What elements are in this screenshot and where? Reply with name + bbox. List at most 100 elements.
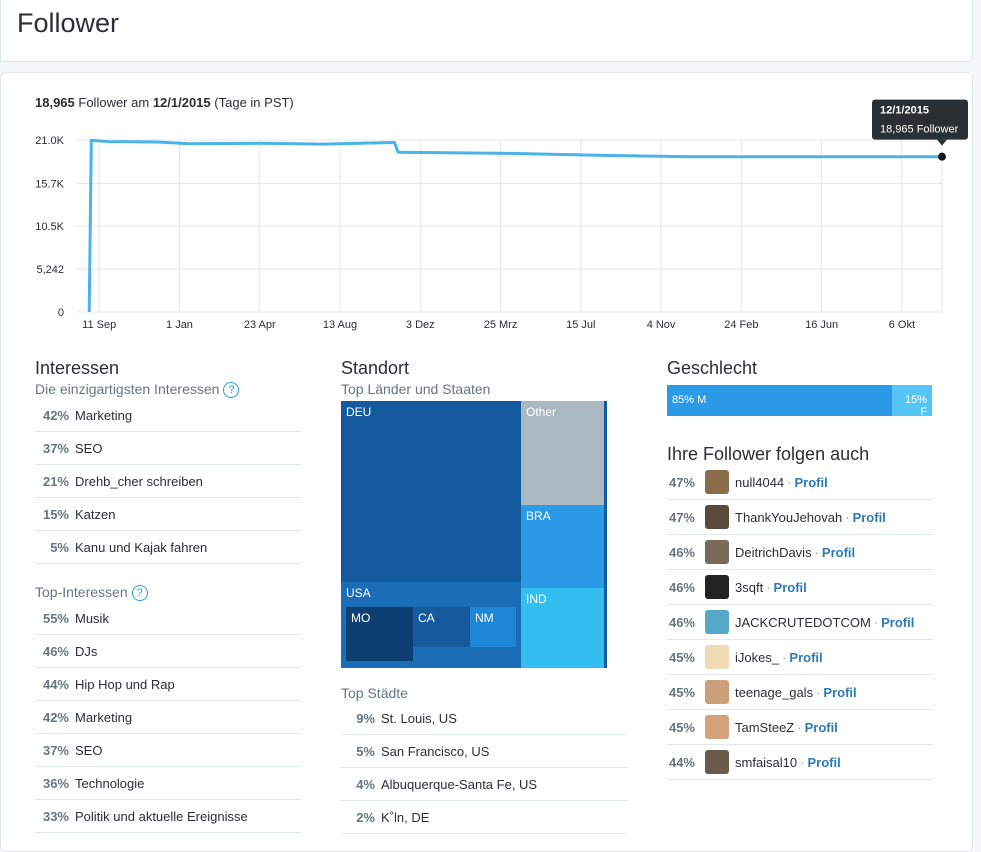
city-row: 5% San Francisco, US — [341, 735, 627, 768]
y-tick-label: 5,242 — [36, 264, 64, 276]
interests-title: Interessen — [35, 358, 120, 378]
treemap-label: BRA — [526, 509, 551, 523]
profile-link[interactable]: Profil — [807, 754, 841, 770]
top-interests-subtitle: Top-Interessen? — [35, 584, 148, 602]
row-percent: 55% — [42, 610, 69, 626]
follower-summary: 18,965 Follower am 12/1/2015 (Tage in PS… — [35, 95, 294, 110]
avatar[interactable] — [705, 540, 729, 564]
treemap-label: NM — [475, 611, 494, 625]
profile-link[interactable]: Profil — [804, 719, 838, 735]
treemap-label: CA — [418, 611, 435, 625]
treemap-cell-nm[interactable]: NM — [470, 607, 516, 647]
separator-dot: · — [845, 509, 850, 525]
treemap-cell-ind[interactable]: IND — [521, 588, 604, 668]
treemap-cell-bra[interactable]: BRA — [521, 505, 604, 588]
treemap-label: IND — [526, 592, 547, 606]
city-row: 2% K˚ln, DE — [341, 801, 627, 834]
also-follow-row: 45% iJokes_ · Profil — [667, 640, 933, 675]
top-interests-list: 55% Musik 46% DJs 44% Hip Hop und Rap 42% Marke… — [35, 602, 301, 833]
interest-row: 15% Katzen — [35, 498, 301, 531]
also-follow-title: Ihre Follower folgen auch — [667, 444, 870, 464]
also-follow-row: 45% TamSteeZ · Profil — [667, 710, 933, 745]
separator-dot: · — [816, 684, 821, 700]
treemap-cell-ca[interactable]: CA — [413, 607, 470, 647]
row-percent: 15% — [42, 506, 69, 522]
avatar[interactable] — [705, 505, 729, 529]
top-interest-row: 55% Musik — [35, 602, 301, 635]
account-name: ThankYouJehovah — [735, 509, 843, 525]
row-percent: 46% — [668, 614, 695, 630]
y-tick-label: 0 — [58, 307, 64, 319]
gender-title: Geschlecht — [667, 358, 758, 378]
also-follow-row: 47% null4044 · Profil — [667, 465, 933, 500]
separator-dot: · — [873, 614, 879, 630]
location-treemap: DEU USA MO CA NM Other BRA IND — [341, 401, 607, 668]
interests-subtitle-text: Die einzigartigsten Interessen — [35, 381, 220, 397]
summary-tz: (Tage in PST) — [214, 95, 294, 110]
profile-link[interactable]: Profil — [881, 614, 915, 630]
tooltip-date: 12/1/2015 — [880, 105, 929, 117]
interest-row: 42% Marketing — [35, 399, 301, 432]
also-follow-row: 45% teenage_gals · Profil — [667, 675, 933, 710]
avatar[interactable] — [705, 750, 729, 774]
city-row: 9% St. Louis, US — [341, 702, 627, 735]
tooltip-box — [872, 99, 968, 140]
top-interest-row: 33% Politik und aktuelle Ereignisse — [35, 800, 301, 833]
profile-link[interactable]: Profil — [794, 474, 828, 490]
x-tick-label: 4 Nov — [647, 319, 676, 331]
tooltip-value: 18,965 Follower — [880, 124, 959, 136]
treemap-cell-deu[interactable]: DEU — [341, 401, 521, 582]
profile-link[interactable]: Profil — [852, 509, 886, 525]
account-name: smfaisal10 — [735, 754, 798, 770]
y-tick-label: 10.5K — [35, 221, 64, 233]
row-label: Albuquerque-Santa Fe, US — [381, 776, 538, 792]
row-label: Katzen — [75, 506, 116, 522]
avatar[interactable] — [705, 715, 729, 739]
avatar[interactable] — [705, 680, 729, 704]
treemap-label: USA — [346, 586, 371, 600]
treemap-cell-mo[interactable]: MO — [346, 607, 413, 661]
avatar[interactable] — [705, 645, 729, 669]
interest-row: 5% Kanu und Kajak fahren — [35, 531, 301, 564]
account-name: DeitrichDavis — [735, 544, 812, 560]
also-follow-row: 46% JACKCRUTEDOTCOM · Profil — [667, 605, 933, 640]
profile-link[interactable]: Profil — [823, 684, 857, 700]
account-name: 3sqft — [735, 579, 764, 595]
y-tick-label: 21.0K — [35, 135, 64, 147]
separator-dot: · — [766, 579, 771, 595]
treemap-cell-other[interactable]: Other — [521, 401, 604, 505]
x-tick-label: 11 Sep — [82, 319, 116, 331]
x-tick-label: 23 Apr — [244, 319, 276, 331]
top-interest-row: 44% Hip Hop und Rap — [35, 668, 301, 701]
row-label: St. Louis, US — [381, 710, 457, 726]
separator-dot: · — [800, 754, 805, 770]
profile-link[interactable]: Profil — [789, 649, 823, 665]
top-interest-row: 46% DJs — [35, 635, 301, 668]
avatar[interactable] — [705, 610, 729, 634]
row-percent: 4% — [356, 776, 375, 792]
x-tick-label: 13 Aug — [323, 319, 357, 331]
location-subtitle: Top Länder und Staaten — [341, 381, 491, 397]
x-tick-label: 24 Feb — [724, 319, 758, 331]
profile-link[interactable]: Profil — [821, 544, 856, 560]
series-point-last — [938, 152, 946, 161]
help-icon[interactable]: ? — [223, 382, 240, 399]
avatar[interactable] — [705, 575, 729, 599]
summary-count: 18,965 — [35, 95, 75, 110]
row-percent: 46% — [668, 579, 695, 595]
follower-line-chart[interactable]: 21.0K 15.7K 10.5K 5,242 0 11 Sep 1 Jan 23 Apr 13… — [0, 90, 981, 340]
help-icon[interactable]: ? — [131, 585, 148, 602]
account-name: teenage_gals — [735, 684, 814, 700]
row-percent: 9% — [356, 710, 375, 726]
cities-list: 9% St. Louis, US 5% San Francisco, US 4% Albu… — [341, 702, 627, 834]
row-label: Marketing — [75, 709, 133, 725]
row-percent: 45% — [668, 649, 695, 665]
treemap-edge — [604, 401, 607, 668]
interest-row: 21% Drehb_cher schreiben — [35, 465, 301, 498]
also-follow-row: 46% DeitrichDavis · Profil — [667, 535, 933, 570]
row-label: DJs — [75, 643, 98, 659]
series-line — [87, 138, 942, 313]
profile-link[interactable]: Profil — [773, 579, 807, 595]
top-interest-row: 37% SEO — [35, 734, 301, 767]
avatar[interactable] — [705, 470, 729, 494]
